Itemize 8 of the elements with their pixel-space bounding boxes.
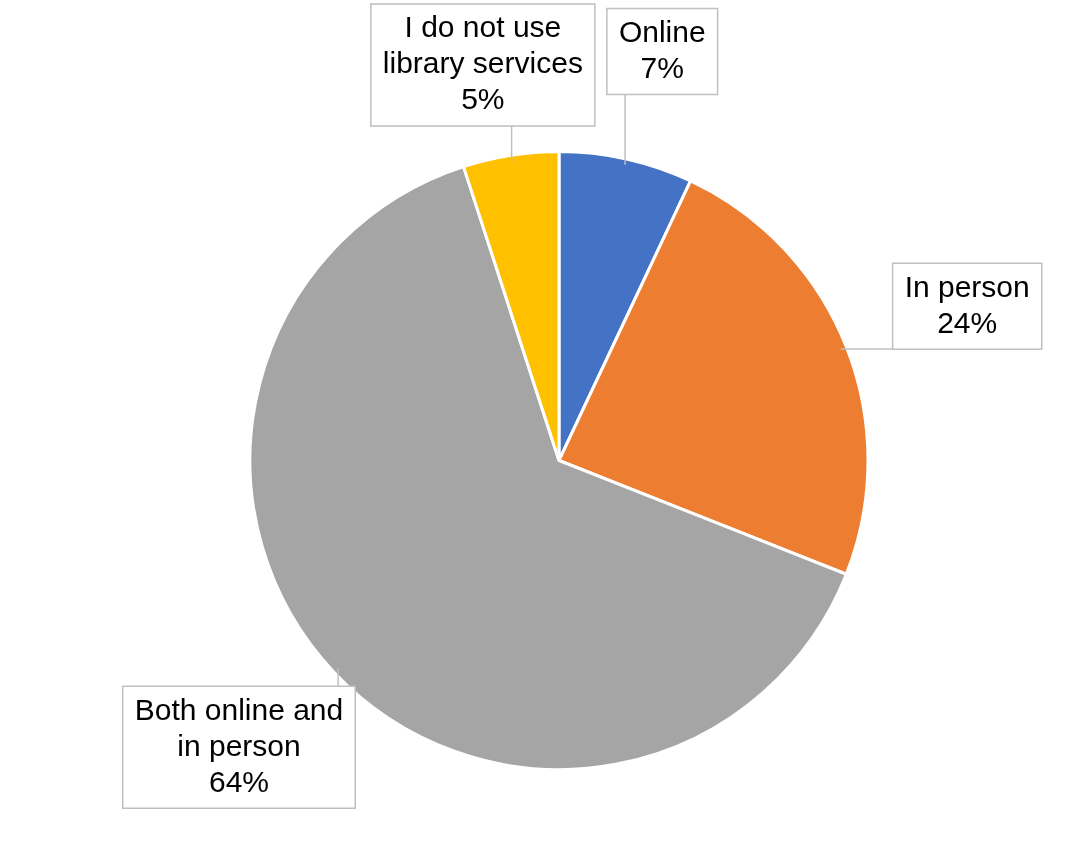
data-label: 7%	[640, 50, 684, 84]
data-label: 24%	[937, 305, 998, 339]
slice-label: I do not use library services	[382, 10, 583, 80]
slice-label: Both online and in person	[134, 692, 344, 762]
slice-label: In person	[904, 269, 1030, 303]
data-label: 5%	[461, 82, 505, 116]
slice-label: Online	[618, 14, 706, 48]
data-label: 64%	[208, 764, 270, 798]
